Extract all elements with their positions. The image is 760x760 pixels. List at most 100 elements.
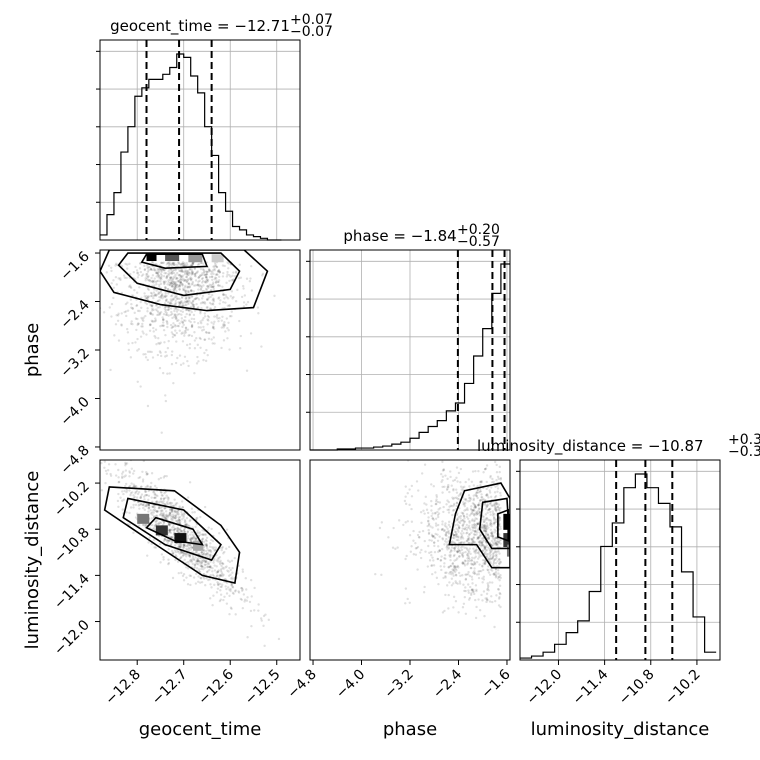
sample-point	[489, 507, 492, 511]
sample-point	[464, 586, 467, 589]
sample-point	[267, 618, 270, 622]
sample-point	[134, 503, 138, 507]
sample-point	[463, 589, 466, 593]
sample-point	[203, 560, 207, 563]
sample-point	[129, 506, 133, 509]
sample-point	[480, 496, 483, 499]
sample-point	[200, 553, 204, 557]
sample-point	[454, 530, 457, 534]
sample-point	[499, 527, 502, 531]
sample-point	[127, 342, 130, 345]
sample-point	[102, 311, 106, 314]
sample-point	[183, 279, 186, 283]
sample-point	[447, 607, 450, 610]
sample-point	[462, 532, 465, 535]
sample-point	[497, 558, 501, 561]
sample-point	[135, 496, 139, 499]
sample-point	[157, 274, 161, 277]
sample-point	[445, 531, 448, 535]
sample-point	[452, 554, 456, 558]
sample-point	[106, 469, 110, 472]
sample-point	[172, 325, 175, 328]
panel-frame	[519, 459, 721, 661]
sample-point	[155, 500, 159, 503]
sample-point	[214, 264, 218, 268]
sample-point	[126, 331, 130, 334]
sample-point	[380, 573, 383, 577]
x-tick-label: −12.6	[195, 666, 237, 708]
sample-point	[183, 543, 186, 546]
sample-point	[132, 484, 136, 488]
sample-point	[184, 301, 187, 304]
sample-point	[211, 342, 214, 345]
sample-point	[171, 312, 174, 316]
sample-point	[478, 535, 481, 538]
sample-point	[182, 319, 186, 322]
sample-point	[172, 513, 175, 516]
sample-point	[487, 537, 491, 541]
sample-point	[202, 552, 205, 556]
sample-point	[132, 270, 135, 274]
sample-point	[497, 507, 501, 510]
sample-point	[477, 522, 480, 525]
sample-point	[228, 304, 231, 307]
sample-point	[165, 313, 169, 316]
sample-point	[481, 543, 484, 546]
sample-point	[472, 502, 476, 506]
sample-point	[170, 294, 174, 297]
sample-point	[485, 505, 488, 508]
sample-point	[482, 528, 486, 532]
sample-point	[444, 593, 447, 597]
sample-point	[167, 263, 171, 266]
sample-point	[494, 485, 497, 488]
sample-point	[159, 490, 163, 494]
sample-point	[245, 303, 248, 306]
sample-point	[408, 601, 411, 604]
sample-point	[478, 499, 482, 502]
sample-point	[249, 578, 253, 582]
sample-point	[230, 582, 233, 586]
sample-point	[220, 564, 223, 568]
sample-point	[208, 553, 211, 557]
sample-point	[232, 592, 235, 596]
sample-point	[463, 564, 467, 567]
sample-point	[455, 502, 459, 505]
sample-point	[215, 273, 219, 276]
sample-point	[159, 324, 162, 328]
sample-point	[204, 287, 208, 291]
sample-point	[448, 525, 452, 528]
sample-point	[183, 558, 186, 562]
sample-point	[430, 539, 433, 542]
hist-panel-luminosity_distance	[516, 459, 721, 661]
sample-point	[193, 320, 196, 324]
sample-point	[217, 280, 220, 284]
sample-point	[218, 302, 221, 305]
sample-point	[181, 331, 184, 334]
sample-point	[186, 285, 189, 288]
sample-point	[203, 315, 207, 318]
sample-point	[181, 321, 184, 325]
sample-point	[226, 559, 230, 562]
x-tick-label: −4.0	[333, 667, 368, 702]
sample-point	[467, 591, 470, 594]
sample-point	[197, 568, 201, 571]
sample-point	[205, 577, 208, 580]
sample-point	[493, 625, 496, 629]
sample-point	[417, 536, 421, 539]
sample-point	[203, 338, 206, 341]
sample-point	[495, 503, 499, 506]
sample-point	[474, 550, 478, 553]
sample-point	[189, 539, 193, 542]
sample-point	[490, 504, 494, 507]
sample-point	[485, 505, 489, 508]
sample-point	[480, 526, 484, 529]
sample-point	[188, 538, 192, 541]
x-tick-label: −12.8	[102, 667, 144, 709]
sample-point	[180, 530, 184, 533]
sample-point	[179, 281, 182, 284]
sample-point	[473, 529, 476, 533]
sample-point	[171, 552, 175, 555]
sample-point	[450, 584, 454, 587]
sample-point	[151, 523, 154, 527]
sample-point	[190, 302, 194, 305]
